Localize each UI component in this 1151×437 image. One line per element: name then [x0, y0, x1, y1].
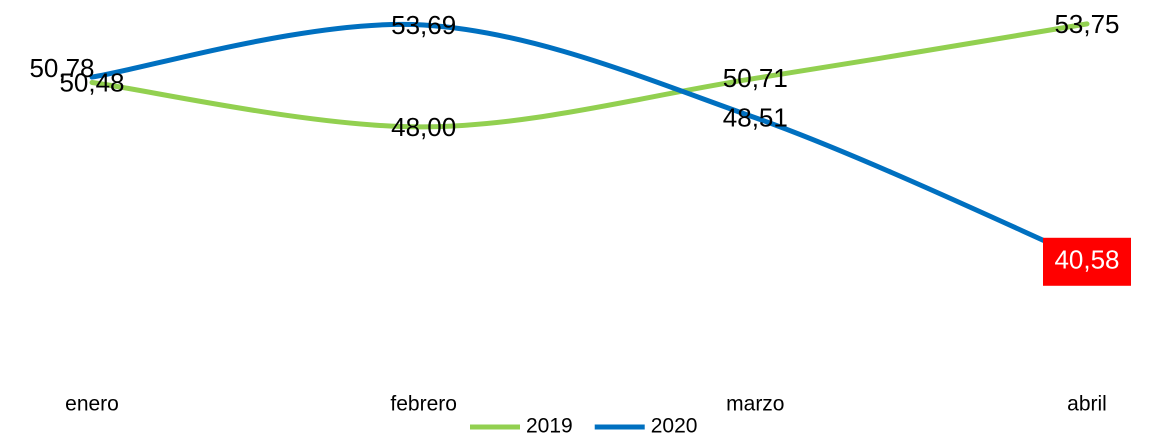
line-series: [89, 21, 1090, 263]
legend-label: 2020: [651, 415, 698, 437]
value-label: 53,75: [1054, 9, 1119, 39]
x-tick-label: enero: [65, 393, 119, 416]
value-label: 50,71: [723, 63, 788, 93]
x-tick-label: abril: [1067, 393, 1107, 416]
value-label: 48,00: [391, 112, 456, 142]
line-series: [89, 21, 1090, 130]
legend-label: 2019: [526, 415, 573, 437]
x-tick-label: febrero: [390, 393, 457, 416]
value-label: 53,69: [391, 10, 456, 40]
value-label: 50,78: [29, 53, 94, 83]
value-label: 48,51: [723, 103, 788, 133]
value-label: 40,58: [1054, 245, 1119, 275]
x-tick-label: marzo: [726, 393, 784, 416]
value-label: 50,48: [59, 67, 124, 97]
value-label-highlight: [1043, 237, 1131, 286]
